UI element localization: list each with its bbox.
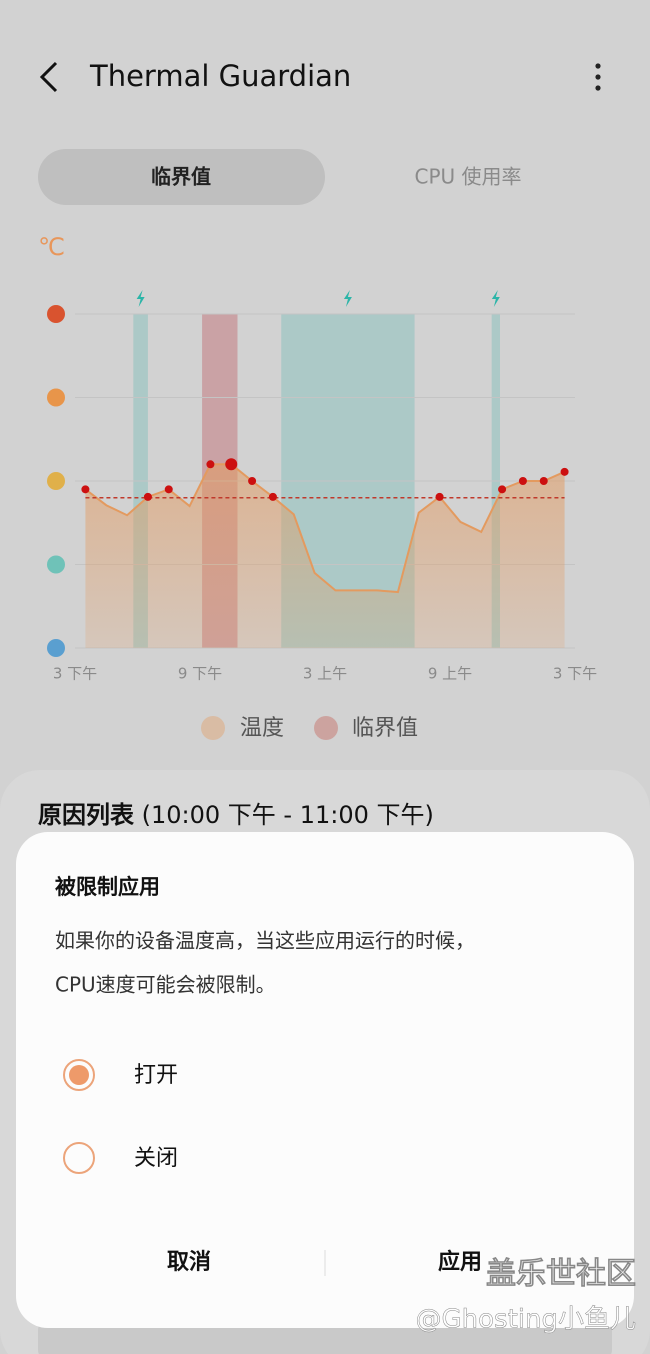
temperature-dot xyxy=(164,485,173,494)
temperature-dot xyxy=(248,477,257,485)
radio xyxy=(63,1142,95,1174)
throttle-icon xyxy=(136,290,145,307)
throttle-icon xyxy=(491,290,500,307)
reason-range: (10:00 下午 - 11:00 下午) xyxy=(142,801,434,829)
reason-title: 原因列表 (10:00 下午 - 11:00 下午) xyxy=(38,801,434,829)
radio-label: 关闭 xyxy=(134,1146,178,1171)
tab[interactable]: 临界值 xyxy=(151,165,211,189)
level-icon xyxy=(47,639,65,657)
x-tick-label: 3 上午 xyxy=(303,665,347,683)
temperature-dot xyxy=(268,492,277,501)
x-tick-label: 9 上午 xyxy=(428,665,472,683)
level-icon xyxy=(47,472,65,490)
dialog xyxy=(16,832,634,1328)
legend-label: 临界值 xyxy=(352,716,418,741)
temperature-dot xyxy=(81,485,90,494)
temperature-dot xyxy=(539,477,548,485)
level-icon xyxy=(47,555,65,574)
tab[interactable]: CPU 使用率 xyxy=(414,165,521,189)
temperature-dot xyxy=(518,477,527,485)
x-tick-label: 3 下午 xyxy=(53,665,97,683)
temperature-dot xyxy=(498,485,507,494)
watermark: 盖乐世社区 xyxy=(486,1257,636,1292)
dialog-title: 被限制应用 xyxy=(55,875,160,899)
temperature-dot xyxy=(435,492,444,501)
temperature-area xyxy=(85,464,565,648)
legend-icon xyxy=(201,716,225,740)
level-icon xyxy=(47,305,65,323)
temperature-dot xyxy=(225,458,238,471)
temperature-dot xyxy=(206,460,215,469)
radio-dot xyxy=(69,1065,89,1085)
menu-button[interactable] xyxy=(595,63,601,91)
dialog-text: 如果你的设备温度高，当这些应用运行的时候， xyxy=(55,929,475,953)
x-tick-label: 3 下午 xyxy=(553,665,597,683)
radio xyxy=(63,1059,95,1091)
back-button[interactable] xyxy=(39,61,58,93)
temperature-dot xyxy=(143,492,152,501)
temperature-dot xyxy=(560,467,569,476)
unit-label: ℃ xyxy=(38,233,65,261)
tab-selected[interactable] xyxy=(38,149,325,205)
reason-title-text: 原因列表 xyxy=(38,801,135,829)
cancel-button[interactable]: 取消 xyxy=(167,1250,211,1275)
throttle-icon xyxy=(343,290,352,307)
dialog-text: CPU速度可能会被限制。 xyxy=(55,973,276,997)
watermark: @Ghosting小鱼儿 xyxy=(416,1305,636,1335)
app-title: Thermal Guardian xyxy=(89,59,351,93)
radio-option[interactable]: 打开 xyxy=(63,1059,178,1091)
card-peek xyxy=(38,1320,612,1354)
level-icon xyxy=(47,388,65,407)
radio-label: 打开 xyxy=(134,1063,178,1088)
apply-button[interactable]: 应用 xyxy=(438,1249,482,1275)
x-tick-label: 9 下午 xyxy=(178,665,222,683)
legend-label: 温度 xyxy=(240,716,284,741)
radio-option[interactable]: 关闭 xyxy=(63,1142,178,1174)
legend-icon xyxy=(314,716,338,740)
